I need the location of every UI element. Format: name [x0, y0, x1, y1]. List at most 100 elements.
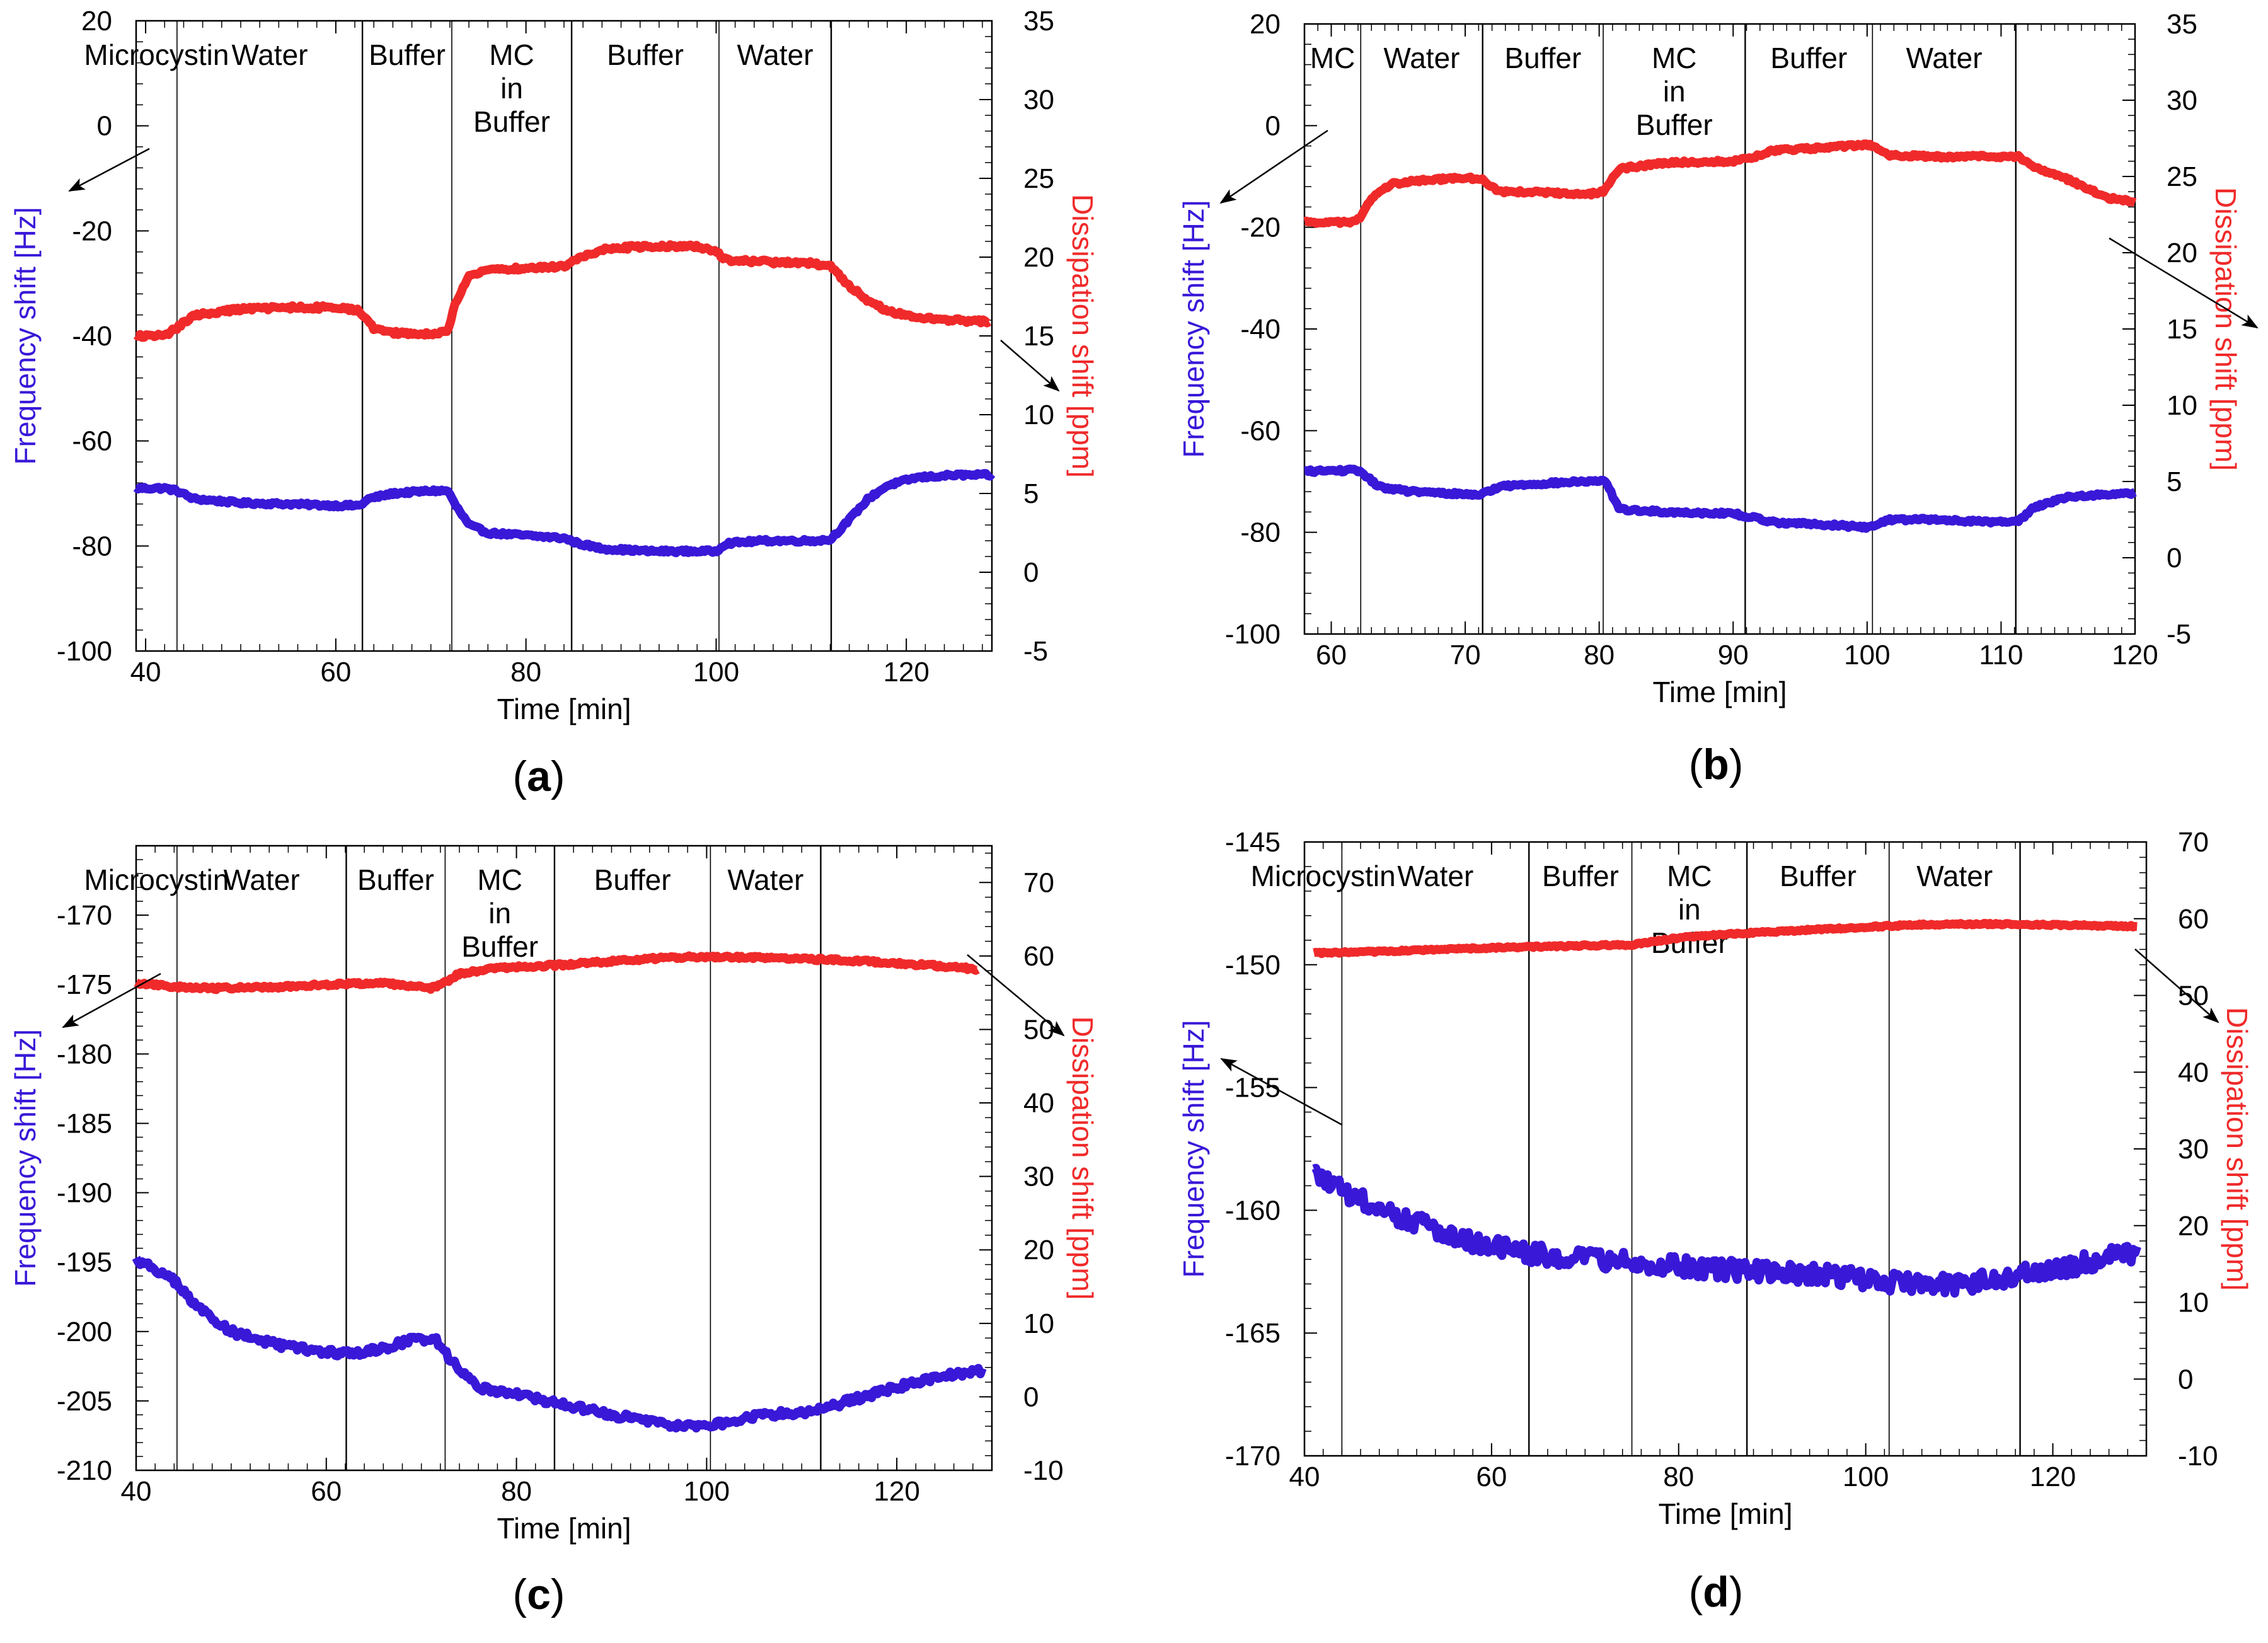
x-axis-label: Time [min] [497, 1512, 631, 1545]
y-left-tick-label: -80 [1240, 517, 1281, 548]
y-right-tick-label: 40 [2178, 1057, 2209, 1088]
x-tick-label: 80 [1663, 1461, 1694, 1492]
x-tick-label: 40 [1289, 1461, 1320, 1492]
y-right-tick-label: 10 [1023, 400, 1054, 430]
phase-label: Water [224, 863, 300, 896]
y-right-tick-label: -10 [2178, 1441, 2218, 1472]
y-left-tick-label: -20 [72, 216, 112, 246]
phase-label: Buffer [1504, 42, 1581, 74]
plot-frame [1303, 23, 2136, 635]
arrow-to-left-axis [62, 972, 161, 1029]
y-right-tick-label: 50 [2178, 981, 2209, 1012]
y-right-tick-label: -5 [1023, 636, 1048, 667]
panel-label: (d) [1689, 1568, 1744, 1616]
x-tick-label: 80 [510, 657, 541, 688]
y-left-tick-label: -210 [57, 1455, 112, 1486]
x-tick-label: 120 [873, 1476, 919, 1507]
arrow-to-right-axis [1000, 340, 1060, 392]
x-tick-label: 40 [130, 657, 161, 688]
y-left-tick-label: -20 [1240, 212, 1281, 243]
x-tick-label: 60 [320, 657, 351, 688]
x-tick-label: 70 [1450, 640, 1481, 671]
phase-label: Buffer [1542, 860, 1619, 892]
minor-ticks [135, 845, 993, 1471]
y-left-tick-label: -150 [1225, 950, 1281, 981]
phase-dividers [176, 846, 822, 1470]
panel-label: (b) [1689, 741, 1744, 788]
y-right-tick-label: 50 [1023, 1014, 1054, 1045]
y-left-tick-label: -60 [1240, 415, 1281, 446]
dissipation-series-line [1302, 139, 2138, 228]
y-right-tick-label: 0 [1023, 1381, 1039, 1412]
x-tick-label: 120 [883, 657, 929, 688]
y-right-tick-label: 20 [2167, 238, 2197, 268]
phase-label: Buffer [369, 38, 446, 71]
plot-frame [135, 20, 993, 652]
arrow-to-left-axis [1220, 1058, 1343, 1126]
y-right-tick-label: 15 [1023, 321, 1054, 352]
y-left-tick-label: -170 [57, 900, 112, 931]
y-right-axis-label: Dissipation shift [ppm] [1066, 194, 1099, 478]
y-left-tick-label: -80 [72, 531, 112, 562]
y-right-tick-label: 10 [2167, 390, 2197, 421]
y-left-axis-label: Frequency shift [Hz] [9, 1029, 42, 1287]
y-right-tick-label: 60 [1023, 941, 1054, 972]
x-tick-label: 80 [501, 1476, 532, 1507]
panel-label: (a) [512, 752, 565, 800]
x-tick-label: 100 [1843, 1461, 1889, 1492]
y-left-tick-label: -180 [57, 1039, 112, 1069]
y-right-tick-label: 10 [1023, 1308, 1054, 1339]
phase-label: Microcystin [1251, 860, 1396, 892]
y-right-tick-label: 70 [1023, 867, 1054, 898]
y-right-axis-label: Dissipation shift [ppm] [2221, 1007, 2254, 1291]
y-left-tick-label: -40 [72, 321, 112, 352]
y-left-tick-label: -170 [1225, 1441, 1281, 1472]
y-left-tick-label: -185 [57, 1108, 112, 1139]
arrow-to-left-axis [1219, 129, 1328, 204]
x-tick-label: 90 [1718, 640, 1749, 671]
chart-panel-c: 40 60 80 100 120-210-205-200-195-190-185-180… [9, 845, 1099, 1618]
phase-label: Water [1384, 42, 1460, 74]
chart-panel-d: 40 60 80 100 120 -170 -165 -160 -155 -150 -145 -10 0… [1177, 827, 2254, 1616]
phase-label: Microcystin [84, 863, 229, 896]
y-right-tick-label: 30 [1023, 84, 1054, 115]
phase-label: MC in Buffer [473, 38, 550, 138]
y-right-tick-label: 30 [1023, 1162, 1054, 1192]
y-left-tick-label: -165 [1225, 1318, 1281, 1349]
y-right-tick-label: 20 [1023, 1235, 1054, 1265]
x-tick-label: 100 [1844, 640, 1890, 671]
y-left-axis-label: Frequency shift [Hz] [1177, 200, 1210, 458]
x-tick-label: 40 [121, 1476, 152, 1507]
y-left-tick-label: -205 [57, 1386, 112, 1417]
y-right-tick-label: 35 [1023, 6, 1054, 37]
y-right-tick-label: 40 [1023, 1088, 1054, 1119]
phase-label: Water [727, 863, 803, 896]
y-right-tick-label: 25 [2167, 161, 2197, 192]
y-right-axis-label: Dissipation shift [ppm] [2209, 187, 2242, 471]
y-left-tick-label: 0 [1265, 110, 1281, 141]
y-right-tick-label: 15 [2167, 314, 2197, 345]
y-right-tick-label: 5 [1023, 478, 1039, 509]
phase-label: Buffer [357, 863, 434, 896]
y-right-tick-label: 20 [2178, 1211, 2209, 1242]
y-left-axis-label: Frequency shift [Hz] [9, 207, 42, 464]
y-left-axis-label: Frequency shift [Hz] [1177, 1020, 1210, 1277]
y-right-tick-label: 10 [2178, 1288, 2209, 1318]
phase-label: MC in Buffer [1636, 42, 1713, 141]
chart-panel-b: 60 70 80 90 100 110 120 -100 -80 -60 -40 -20 0 20 -5 0 5… [1177, 9, 2259, 788]
y-right-tick-label: 0 [2178, 1364, 2193, 1395]
phase-label: Microcystin [84, 38, 229, 71]
arrow-to-right-axis [967, 954, 1065, 1037]
frequency-series-line [1302, 464, 2138, 533]
y-right-tick-label: 25 [1023, 163, 1054, 194]
y-left-tick-label: 0 [97, 111, 112, 142]
phase-label: Buffer [607, 38, 684, 71]
phase-label: Buffer [1770, 42, 1847, 74]
phase-label: Water [1906, 42, 1983, 74]
x-tick-label: 100 [693, 657, 739, 688]
x-tick-label: 120 [2030, 1461, 2076, 1492]
arrow-to-right-axis [2134, 948, 2219, 1023]
y-left-tick-label: -195 [57, 1247, 112, 1278]
x-tick-label: 60 [1316, 640, 1347, 671]
